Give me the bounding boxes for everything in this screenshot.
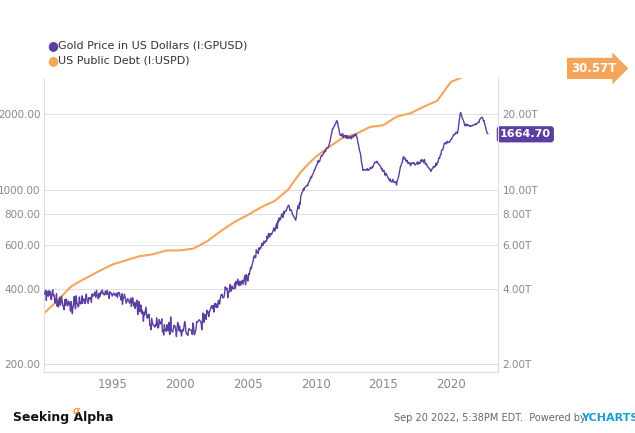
Text: Seeking Alpha: Seeking Alpha	[13, 411, 113, 424]
Text: YCHARTS: YCHARTS	[581, 413, 635, 423]
Text: 1664.70: 1664.70	[500, 129, 551, 139]
Text: ●: ●	[48, 39, 58, 52]
Text: Sep 20 2022, 5:38PM EDT.  Powered by: Sep 20 2022, 5:38PM EDT. Powered by	[394, 413, 589, 423]
Text: ●: ●	[48, 54, 58, 67]
Text: Gold Price in US Dollars (I:GPUSD): Gold Price in US Dollars (I:GPUSD)	[58, 40, 248, 51]
Text: US Public Debt (I:USPD): US Public Debt (I:USPD)	[58, 55, 190, 66]
Text: 30.57T: 30.57T	[571, 62, 617, 75]
Text: α: α	[73, 406, 81, 417]
